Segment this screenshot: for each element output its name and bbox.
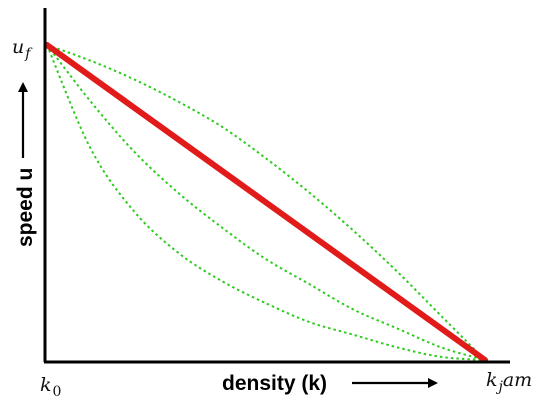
x-axis-title: density (k) <box>222 372 327 395</box>
series-linear-line <box>44 42 488 363</box>
x-tick-label-end: kjam <box>486 369 532 395</box>
series-curve-3 <box>46 44 486 361</box>
x-tick-label-start: k0 <box>40 374 61 400</box>
k0-subscript: 0 <box>53 384 62 400</box>
series-curve-1 <box>46 44 486 361</box>
uf-subscript: f <box>24 46 33 62</box>
series-layer <box>44 42 488 363</box>
y-axis-title-group: speed u <box>14 82 37 247</box>
kjam-suffix: am <box>503 369 532 391</box>
x-axis-title-group: density (k) <box>222 372 438 395</box>
kjam-subscript-j: j <box>496 379 504 395</box>
y-axis-title: speed u <box>14 168 37 247</box>
y-tick-label-top: uf <box>12 36 33 62</box>
series-curve-2 <box>46 44 486 361</box>
